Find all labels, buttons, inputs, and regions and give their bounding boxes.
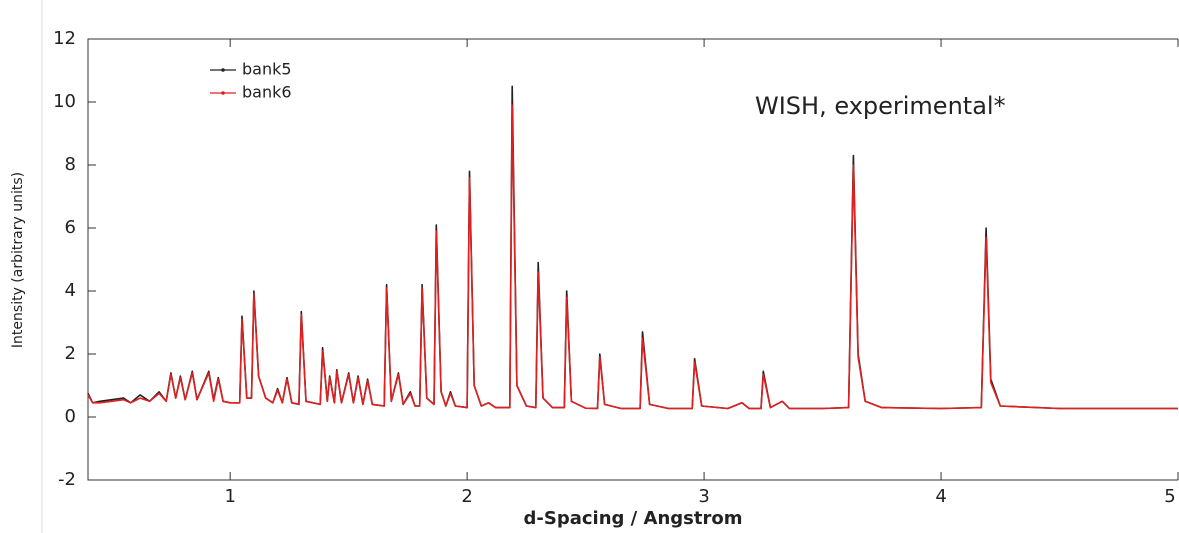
- y-tick-label: 4: [65, 280, 76, 301]
- x-tick-label: 3: [698, 486, 709, 507]
- y-tick-label: -2: [58, 469, 76, 490]
- y-tick-label: 0: [65, 406, 76, 427]
- legend-label: bank5: [242, 60, 292, 79]
- series-line: [87, 104, 1178, 410]
- y-tick-label: 10: [53, 91, 76, 112]
- series-line: [87, 85, 1178, 410]
- y-tick-label: 2: [65, 343, 76, 364]
- x-tick-label: 2: [461, 486, 472, 507]
- legend-marker: [221, 68, 225, 72]
- annotation: WISH, experimental*: [755, 92, 1006, 120]
- axes-frame: [87, 38, 1178, 481]
- y-tick-label: 8: [65, 154, 76, 175]
- x-tick-label: 4: [935, 486, 946, 507]
- x-tick-label: 5: [1164, 486, 1175, 507]
- legend-label: bank6: [242, 83, 292, 102]
- x-tick-label: 1: [224, 486, 235, 507]
- y-axis-label: Intensity (arbitrary units): [10, 172, 26, 348]
- x-axis-label: d-Spacing / Angstrom: [524, 508, 743, 529]
- y-tick-label: 6: [65, 217, 76, 238]
- legend-marker: [221, 91, 225, 95]
- y-tick-label: 12: [53, 28, 76, 49]
